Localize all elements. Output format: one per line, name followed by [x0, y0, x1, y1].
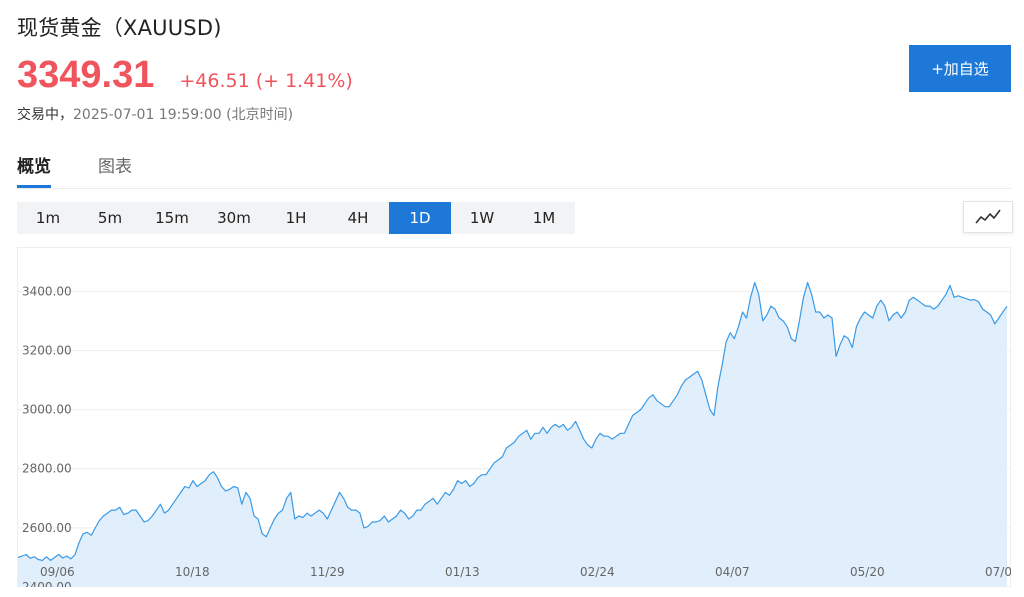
change-value: +46.51	[179, 70, 250, 92]
period-15m[interactable]: 15m	[155, 209, 189, 227]
tab-overview[interactable]: 概览	[17, 152, 51, 188]
x-tick-label: 09/06	[40, 565, 75, 579]
status-label: 交易中，	[17, 107, 73, 123]
y-tick-label: 2600.00	[22, 521, 72, 535]
x-tick-label: 02/24	[580, 565, 615, 579]
change-percent: (+ 1.41%)	[255, 70, 353, 92]
x-tick-label: 10/18	[175, 565, 210, 579]
price-chart[interactable]: 2400.00 2600.00 2800.00 3000.00 3200.00 3400.…	[17, 247, 1011, 587]
price-area	[18, 282, 1007, 587]
y-tick-label: 2800.00	[22, 462, 72, 476]
trading-status: 交易中，2025-07-01 19:59:00 (北京时间)	[17, 104, 293, 124]
y-tick-label: 3400.00	[22, 284, 72, 298]
line-chart-icon	[975, 209, 1001, 224]
price-row: 3349.31 +46.51 (+ 1.41%)	[17, 54, 353, 97]
period-1w[interactable]: 1W	[469, 209, 495, 227]
chart-type-button[interactable]	[963, 201, 1013, 233]
x-tick-label: 07/0	[985, 565, 1011, 579]
add-watchlist-button[interactable]: +加自选	[909, 45, 1011, 92]
y-tick-label: 2400.00	[22, 580, 72, 587]
period-30m[interactable]: 30m	[217, 209, 251, 227]
period-4h[interactable]: 4H	[347, 209, 369, 227]
y-tick-label: 3000.00	[22, 403, 72, 417]
tab-bar: 概览 图表	[17, 152, 1011, 189]
period-selector: 1m 5m 15m 30m 1H 4H 1D 1W 1M	[17, 202, 575, 234]
period-1m[interactable]: 1m	[35, 209, 61, 227]
tab-chart[interactable]: 图表	[98, 157, 132, 177]
period-1h[interactable]: 1H	[285, 209, 307, 227]
period-1d[interactable]: 1D	[389, 202, 451, 234]
price-chart-svg: 2400.00 2600.00 2800.00 3000.00 3200.00 3400.…	[17, 281, 1011, 587]
x-tick-label: 05/20	[850, 565, 885, 579]
instrument-title: 现货黄金（XAUUSD)	[17, 16, 222, 40]
x-tick-label: 04/07	[715, 565, 750, 579]
period-1mo[interactable]: 1M	[532, 209, 556, 227]
price-change: +46.51 (+ 1.41%)	[179, 70, 352, 92]
period-5m[interactable]: 5m	[97, 209, 123, 227]
current-price: 3349.31	[17, 54, 155, 96]
price-line	[17, 281, 1008, 561]
timestamp: 2025-07-01 19:59:00 (北京时间)	[73, 107, 294, 123]
x-tick-label: 11/29	[310, 565, 345, 579]
y-tick-label: 3200.00	[22, 343, 72, 357]
x-tick-label: 01/13	[445, 565, 480, 579]
